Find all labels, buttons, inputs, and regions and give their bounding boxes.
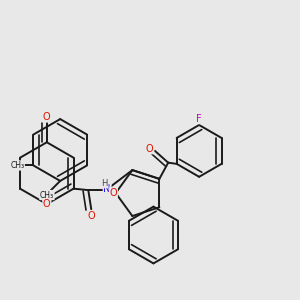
Text: O: O [146, 143, 154, 154]
Text: O: O [43, 112, 51, 122]
Text: F: F [196, 113, 202, 124]
Text: N: N [103, 184, 111, 194]
Text: H: H [101, 178, 108, 188]
Text: CH₃: CH₃ [40, 190, 54, 200]
Text: O: O [43, 199, 51, 209]
Text: CH₃: CH₃ [10, 161, 24, 170]
Text: O: O [88, 211, 95, 221]
Text: O: O [110, 188, 117, 198]
